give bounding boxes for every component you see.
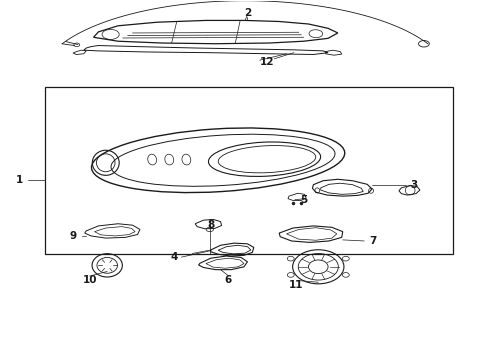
Text: 10: 10 [82, 275, 97, 285]
Text: 3: 3 [410, 180, 417, 190]
Text: 4: 4 [171, 252, 178, 262]
Text: 2: 2 [244, 8, 251, 18]
Text: 12: 12 [260, 57, 274, 67]
Text: 7: 7 [369, 236, 377, 246]
Text: 6: 6 [224, 275, 231, 285]
Text: 11: 11 [289, 280, 303, 290]
Text: 1: 1 [16, 175, 23, 185]
Text: 8: 8 [207, 220, 215, 230]
Text: 9: 9 [70, 231, 76, 240]
Text: 5: 5 [300, 195, 307, 205]
Bar [45, 87, 453, 253]
